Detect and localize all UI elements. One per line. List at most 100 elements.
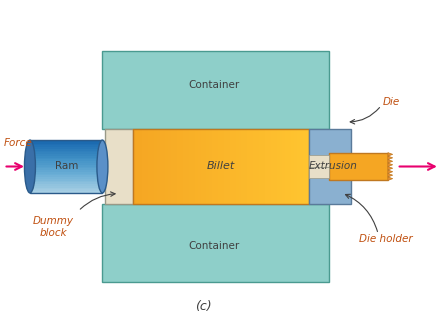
FancyBboxPatch shape [300, 129, 303, 204]
FancyBboxPatch shape [309, 155, 328, 166]
FancyBboxPatch shape [218, 129, 221, 204]
FancyBboxPatch shape [30, 170, 103, 172]
FancyBboxPatch shape [163, 129, 165, 204]
FancyBboxPatch shape [156, 129, 160, 204]
FancyBboxPatch shape [30, 156, 103, 158]
FancyBboxPatch shape [30, 154, 103, 156]
FancyBboxPatch shape [286, 129, 288, 204]
FancyBboxPatch shape [201, 129, 203, 204]
FancyBboxPatch shape [30, 153, 103, 154]
FancyBboxPatch shape [180, 129, 183, 204]
FancyBboxPatch shape [136, 129, 139, 204]
FancyBboxPatch shape [303, 129, 306, 204]
FancyBboxPatch shape [30, 161, 103, 163]
FancyBboxPatch shape [192, 129, 194, 204]
FancyBboxPatch shape [30, 182, 103, 184]
FancyBboxPatch shape [30, 186, 103, 187]
FancyBboxPatch shape [291, 129, 294, 204]
FancyBboxPatch shape [30, 184, 103, 186]
FancyBboxPatch shape [248, 129, 250, 204]
FancyBboxPatch shape [168, 129, 171, 204]
FancyBboxPatch shape [268, 129, 271, 204]
FancyBboxPatch shape [277, 129, 279, 204]
FancyBboxPatch shape [232, 129, 236, 204]
FancyBboxPatch shape [30, 160, 103, 161]
FancyBboxPatch shape [30, 142, 103, 144]
FancyBboxPatch shape [279, 129, 282, 204]
FancyBboxPatch shape [224, 129, 227, 204]
Ellipse shape [97, 140, 108, 193]
FancyBboxPatch shape [30, 146, 103, 147]
FancyBboxPatch shape [30, 147, 103, 149]
FancyBboxPatch shape [30, 158, 103, 160]
FancyBboxPatch shape [154, 129, 156, 204]
FancyBboxPatch shape [210, 129, 212, 204]
FancyBboxPatch shape [297, 129, 300, 204]
FancyBboxPatch shape [30, 175, 103, 177]
FancyBboxPatch shape [259, 129, 262, 204]
FancyBboxPatch shape [230, 129, 232, 204]
FancyBboxPatch shape [274, 129, 277, 204]
FancyBboxPatch shape [271, 129, 274, 204]
Text: Billet: Billet [207, 162, 235, 171]
FancyBboxPatch shape [236, 129, 239, 204]
FancyBboxPatch shape [239, 129, 241, 204]
FancyBboxPatch shape [171, 129, 174, 204]
FancyBboxPatch shape [139, 129, 142, 204]
FancyBboxPatch shape [30, 180, 103, 182]
FancyBboxPatch shape [145, 129, 148, 204]
FancyBboxPatch shape [294, 129, 297, 204]
FancyBboxPatch shape [30, 172, 103, 173]
FancyBboxPatch shape [30, 179, 103, 180]
FancyBboxPatch shape [244, 129, 248, 204]
FancyBboxPatch shape [151, 129, 154, 204]
FancyBboxPatch shape [148, 129, 151, 204]
FancyBboxPatch shape [103, 204, 328, 282]
FancyBboxPatch shape [183, 129, 186, 204]
FancyBboxPatch shape [215, 129, 218, 204]
Polygon shape [388, 153, 393, 180]
FancyBboxPatch shape [174, 129, 177, 204]
Text: (c): (c) [195, 300, 212, 313]
FancyBboxPatch shape [30, 191, 103, 193]
FancyBboxPatch shape [328, 153, 388, 180]
FancyBboxPatch shape [194, 129, 198, 204]
FancyBboxPatch shape [30, 144, 103, 146]
FancyBboxPatch shape [142, 129, 145, 204]
FancyBboxPatch shape [30, 151, 103, 153]
FancyBboxPatch shape [30, 173, 103, 175]
FancyBboxPatch shape [250, 129, 253, 204]
FancyBboxPatch shape [309, 166, 328, 178]
FancyBboxPatch shape [203, 129, 206, 204]
FancyBboxPatch shape [30, 187, 103, 189]
FancyBboxPatch shape [30, 189, 103, 191]
FancyBboxPatch shape [30, 168, 103, 170]
Text: Die holder: Die holder [359, 234, 413, 244]
FancyBboxPatch shape [133, 129, 136, 204]
FancyBboxPatch shape [30, 140, 103, 142]
Text: Ram: Ram [55, 162, 78, 171]
FancyBboxPatch shape [256, 129, 259, 204]
Text: Force: Force [4, 138, 32, 148]
FancyBboxPatch shape [105, 129, 133, 204]
FancyBboxPatch shape [241, 129, 244, 204]
Text: Extrusion: Extrusion [309, 162, 358, 171]
FancyBboxPatch shape [160, 129, 163, 204]
FancyBboxPatch shape [282, 129, 286, 204]
FancyBboxPatch shape [30, 149, 103, 151]
Polygon shape [309, 129, 351, 166]
FancyBboxPatch shape [198, 129, 201, 204]
FancyBboxPatch shape [30, 166, 103, 168]
FancyBboxPatch shape [206, 129, 210, 204]
Polygon shape [309, 166, 351, 204]
FancyBboxPatch shape [177, 129, 180, 204]
FancyBboxPatch shape [186, 129, 189, 204]
FancyBboxPatch shape [30, 163, 103, 165]
Text: Container: Container [188, 80, 239, 90]
FancyBboxPatch shape [103, 51, 328, 129]
FancyBboxPatch shape [262, 129, 265, 204]
FancyBboxPatch shape [212, 129, 215, 204]
Text: Dummy
block: Dummy block [33, 216, 74, 238]
FancyBboxPatch shape [189, 129, 192, 204]
FancyBboxPatch shape [227, 129, 230, 204]
